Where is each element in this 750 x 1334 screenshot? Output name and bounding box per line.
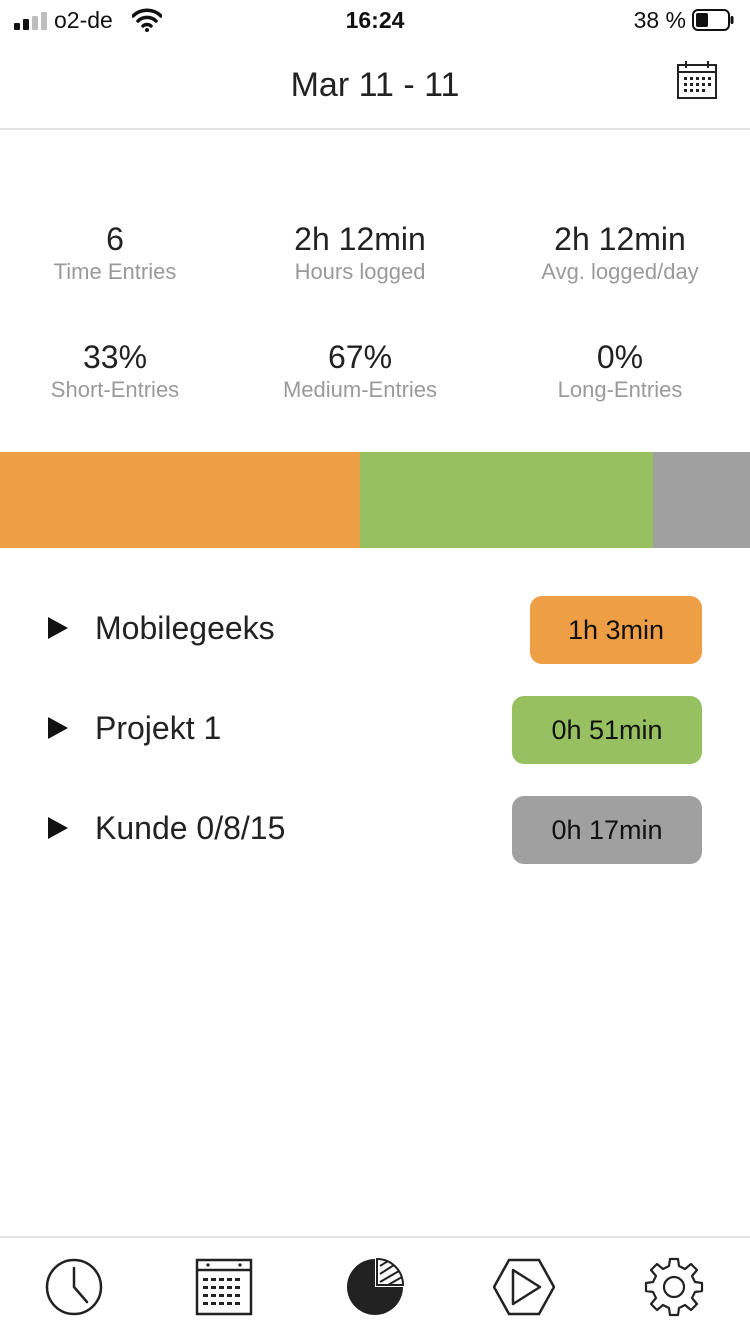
stat-time-entries: 6 Time Entries: [0, 220, 240, 286]
stat-value: 67%: [327, 339, 393, 375]
stat-label: Medium-Entries: [282, 377, 438, 402]
cellular-signal-icon: [14, 12, 48, 30]
distribution-segment: [652, 452, 750, 548]
stat-short-entries: 33% Short-Entries: [0, 338, 240, 404]
battery-icon: [692, 9, 734, 31]
tab-bar: [0, 1236, 750, 1334]
stat-value: 33%: [82, 339, 148, 375]
stat-avg-logged: 2h 12min Avg. logged/day: [495, 220, 745, 286]
project-name: Mobilegeeks: [95, 610, 275, 646]
wifi-icon: [132, 8, 162, 32]
project-duration-badge: 0h 17min: [512, 796, 702, 864]
distribution-segment: [0, 452, 360, 548]
stat-value: 2h 12min: [294, 221, 426, 257]
stat-value: 6: [106, 221, 124, 257]
stat-value: 0%: [596, 339, 644, 375]
play-icon[interactable]: [493, 1256, 555, 1318]
project-name: Kunde 0/8/15: [95, 810, 286, 846]
stat-label: Avg. logged/day: [541, 259, 699, 284]
clock-icon[interactable]: [43, 1256, 105, 1318]
stat-label: Short-Entries: [50, 377, 180, 402]
stat-label: Hours logged: [294, 259, 426, 284]
pie-chart-icon[interactable]: [344, 1256, 406, 1318]
project-row-projekt-1[interactable]: Projekt 1 0h 51min: [0, 696, 750, 764]
expand-arrow-icon[interactable]: [48, 717, 68, 739]
stat-hours-logged: 2h 12min Hours logged: [235, 220, 485, 286]
expand-arrow-icon[interactable]: [48, 617, 68, 639]
stat-label: Time Entries: [53, 259, 177, 284]
project-row-mobilegeeks[interactable]: Mobilegeeks 1h 3min: [0, 596, 750, 664]
stat-value: 2h 12min: [554, 221, 686, 257]
expand-arrow-icon[interactable]: [48, 817, 68, 839]
stat-long-entries: 0% Long-Entries: [495, 338, 745, 404]
status-bar: o2-de 16:24 38 %: [0, 0, 750, 40]
project-distribution-bar: [0, 452, 750, 548]
nav-header: Mar 11 - 11: [0, 40, 750, 130]
project-duration-badge: 0h 51min: [512, 696, 702, 764]
stat-label: Long-Entries: [557, 377, 683, 402]
project-name: Projekt 1: [95, 710, 222, 746]
distribution-segment: [360, 452, 653, 548]
stat-medium-entries: 67% Medium-Entries: [235, 338, 485, 404]
calendar-icon[interactable]: [193, 1256, 255, 1318]
calendar-icon[interactable]: [676, 60, 718, 100]
project-duration-badge: 1h 3min: [530, 596, 702, 664]
gear-icon[interactable]: [643, 1256, 705, 1318]
project-row-kunde-0-8-15[interactable]: Kunde 0/8/15 0h 17min: [0, 796, 750, 864]
carrier-name: o2-de: [54, 7, 113, 33]
battery-percentage: 38 %: [633, 7, 686, 33]
status-time: 16:24: [345, 7, 405, 33]
date-range-title: Mar 11 - 11: [290, 66, 460, 104]
